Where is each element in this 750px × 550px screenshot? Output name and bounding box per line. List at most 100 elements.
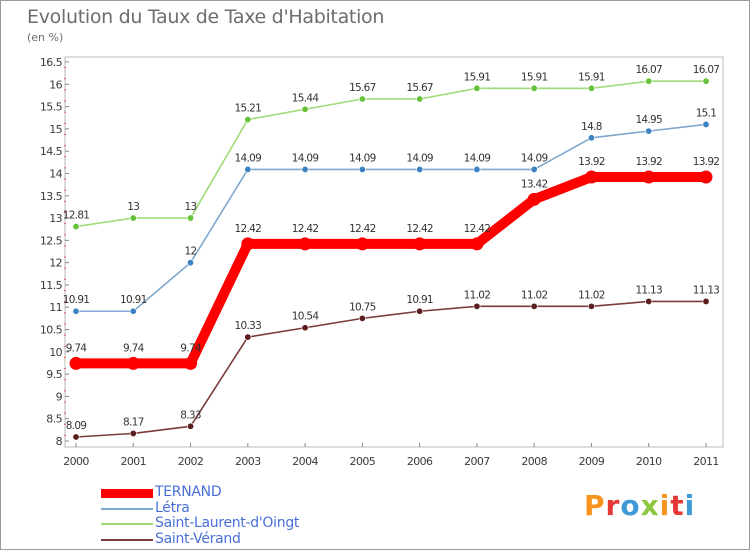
data-label: 12.42 — [292, 223, 319, 235]
data-label: 13.92 — [635, 156, 662, 168]
data-label: 8.09 — [66, 420, 87, 432]
y-tick-label: 8.5 — [46, 413, 62, 426]
data-point — [702, 297, 710, 305]
data-point — [301, 165, 309, 173]
y-tick-label: 16.5 — [40, 56, 63, 69]
data-point — [244, 333, 252, 341]
data-point — [587, 134, 595, 142]
data-label: 11.13 — [635, 284, 662, 296]
legend-label: TERNAND — [155, 484, 222, 500]
y-tick-label: 15.5 — [40, 101, 63, 114]
y-tick-label: 14.5 — [40, 145, 63, 158]
data-point — [530, 302, 538, 310]
data-point — [645, 127, 653, 135]
data-label: 15.91 — [578, 71, 605, 83]
data-label: 10.54 — [292, 311, 320, 323]
data-point — [530, 165, 538, 173]
data-label: 10.75 — [349, 301, 376, 313]
data-label: 13.42 — [521, 178, 548, 190]
data-point — [527, 192, 541, 206]
logo-letter: x — [640, 489, 660, 522]
data-label: 14.09 — [292, 152, 319, 164]
chart-subtitle: (en %) — [27, 31, 64, 44]
data-label: 16.07 — [635, 64, 662, 76]
data-label: 13.92 — [693, 156, 720, 168]
data-label: 12.42 — [406, 223, 433, 235]
data-point — [473, 302, 481, 310]
data-point — [358, 314, 366, 322]
legend-swatch — [101, 523, 153, 525]
data-point — [298, 237, 312, 251]
data-point — [358, 165, 366, 173]
data-point — [244, 116, 252, 124]
data-label: 13.92 — [578, 156, 605, 168]
data-point — [702, 77, 710, 85]
x-tick-label: 2004 — [292, 455, 318, 468]
legend-swatch — [101, 538, 153, 541]
data-point — [126, 356, 140, 370]
x-tick-label: 2007 — [464, 455, 490, 468]
data-point — [416, 95, 424, 103]
y-tick-label: 14 — [49, 167, 62, 180]
data-point — [645, 77, 653, 85]
legend-label: Saint-Laurent-d'Oingt — [155, 515, 300, 531]
data-point — [187, 259, 195, 267]
data-label: 15.91 — [521, 71, 548, 83]
x-tick-label: 2011 — [693, 455, 719, 468]
series-line-saint-v-rand — [75, 300, 707, 438]
logo-letter: t — [670, 489, 685, 522]
data-point — [587, 302, 595, 310]
y-tick-label: 13.5 — [40, 190, 63, 203]
x-tick-label: 2002 — [178, 455, 204, 468]
data-point — [416, 165, 424, 173]
data-label: 8.33 — [180, 409, 201, 421]
data-label: 12.81 — [63, 210, 90, 222]
data-label: 14.09 — [521, 152, 548, 164]
data-label: 10.91 — [406, 294, 433, 306]
data-point — [413, 237, 427, 251]
data-point — [645, 297, 653, 305]
data-label: 14.09 — [464, 152, 491, 164]
x-tick-label: 2001 — [120, 455, 146, 468]
series-line-ternand — [71, 172, 711, 369]
data-point — [184, 356, 198, 370]
x-tick-label: 2006 — [407, 455, 433, 468]
series-line-saint-laurent-d-oingt — [75, 80, 707, 228]
x-tick-label: 2009 — [579, 455, 605, 468]
data-label: 10.91 — [63, 294, 90, 306]
series-line-l-tra — [75, 123, 707, 313]
logo-letter: o — [620, 489, 641, 522]
legend-label: Saint-Vérand — [155, 530, 241, 547]
data-label: 14.09 — [406, 152, 433, 164]
data-point — [470, 237, 484, 251]
data-point — [129, 307, 137, 315]
data-label: 15.67 — [349, 82, 376, 94]
logo-letter: i — [659, 489, 671, 522]
y-tick-label: 12 — [49, 257, 62, 270]
data-label: 8.17 — [123, 416, 144, 428]
data-point — [301, 324, 309, 332]
logo-letter: P — [584, 489, 606, 522]
data-label: 12.42 — [464, 223, 491, 235]
data-label: 13 — [185, 201, 197, 213]
data-point — [187, 422, 195, 430]
data-point — [587, 84, 595, 92]
data-point — [584, 170, 598, 184]
y-tick-label: 11.5 — [40, 279, 63, 292]
legend-label: Létra — [155, 499, 190, 516]
y-tick-label: 9 — [56, 390, 63, 403]
y-tick-label: 10.5 — [40, 324, 63, 337]
data-label: 15.67 — [406, 82, 433, 94]
x-tick-label: 2008 — [521, 455, 547, 468]
data-point — [72, 307, 80, 315]
data-point — [244, 165, 252, 173]
data-label: 10.91 — [120, 294, 147, 306]
data-label: 9.74 — [66, 342, 88, 354]
data-label: 15.21 — [235, 103, 262, 115]
plot-area — [64, 56, 724, 448]
data-point — [530, 84, 538, 92]
data-label: 15.1 — [696, 107, 717, 119]
data-point — [642, 170, 656, 184]
data-point — [473, 84, 481, 92]
